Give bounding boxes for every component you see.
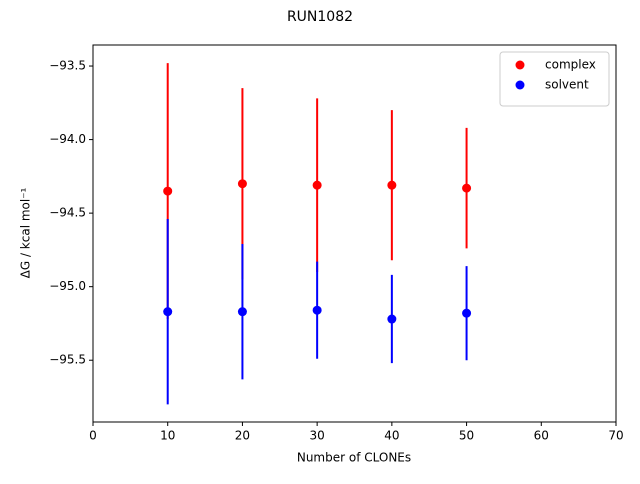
legend-label: solvent (545, 78, 589, 92)
x-tick-label: 20 (235, 429, 250, 443)
legend-marker (515, 60, 525, 70)
x-tick-label: 0 (89, 429, 97, 443)
plot-frame (92, 44, 617, 423)
x-tick-label: 50 (459, 429, 474, 443)
point (163, 307, 173, 317)
x-tick-label: 30 (310, 429, 325, 443)
x-tick-label: 40 (384, 429, 399, 443)
legend-label: complex (545, 58, 596, 72)
chart-title: RUN1082 (287, 9, 353, 25)
point (387, 180, 397, 190)
y-tick-label: −94.5 (49, 206, 86, 220)
y-tick-label: −95.5 (49, 353, 86, 367)
y-tick-label: −93.5 (49, 59, 86, 73)
legend-box (499, 51, 610, 107)
point (462, 308, 472, 318)
x-tick-label: 60 (534, 429, 549, 443)
x-tick-label: 70 (608, 429, 623, 443)
point (387, 314, 397, 324)
x-axis-label: Number of CLONEs (297, 451, 411, 465)
point (163, 186, 173, 196)
point (462, 183, 472, 193)
point (312, 180, 322, 190)
point (237, 179, 247, 189)
y-tick-label: −94.0 (49, 132, 86, 146)
y-tick-label: −95.0 (49, 279, 86, 293)
x-tick-label: 10 (160, 429, 175, 443)
y-axis-label: ΔG / kcal mol⁻¹ (19, 187, 33, 278)
point (312, 305, 322, 315)
legend-marker (515, 80, 525, 90)
point (237, 307, 247, 317)
